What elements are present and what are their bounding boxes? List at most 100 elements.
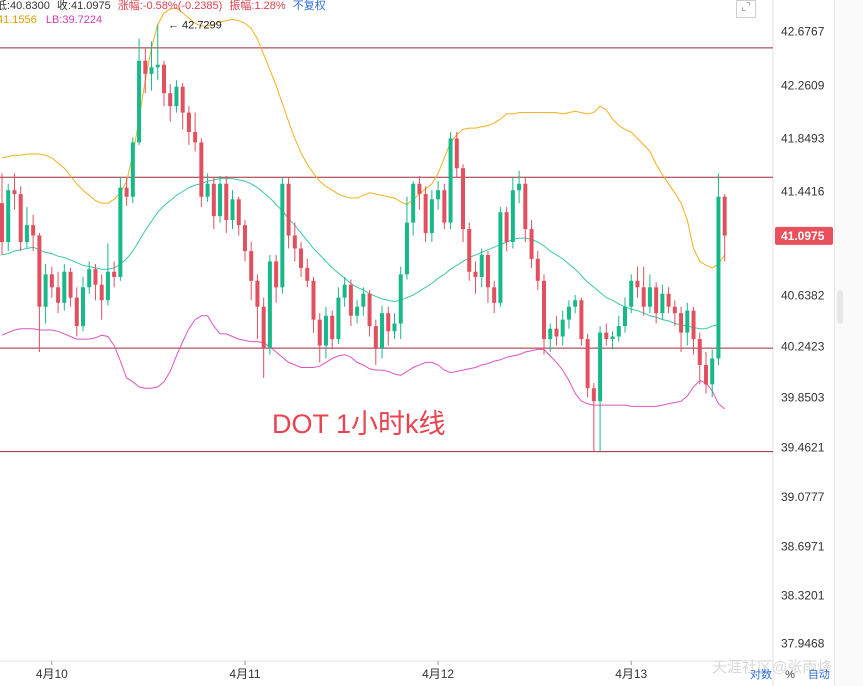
candle-body: [672, 306, 677, 314]
bollinger-line-lower-band: [1, 315, 726, 410]
candle-up: [598, 326, 603, 452]
percent-scale-button[interactable]: %: [785, 669, 795, 681]
candle-down: [373, 319, 378, 365]
candle-body: [155, 64, 160, 68]
x-tick-label: 4月10: [36, 667, 68, 681]
candle-body: [504, 212, 509, 242]
amplitude-value: 振幅:1.28%: [229, 0, 286, 12]
candle-body: [654, 287, 659, 314]
bollinger-mid-value: 41.1556: [0, 14, 37, 26]
candle-body: [473, 271, 478, 277]
candle-body: [373, 326, 378, 349]
candle-body: [255, 280, 260, 307]
candle-up: [566, 300, 571, 329]
candle-body: [641, 287, 646, 307]
candle-up: [218, 176, 223, 223]
candle-down: [56, 271, 61, 314]
candle-body: [93, 269, 98, 285]
candle-body: [317, 319, 322, 346]
candle-body: [305, 267, 310, 281]
right-scroll-gutter[interactable]: [834, 0, 863, 686]
scrollbar-thumb[interactable]: [837, 290, 843, 324]
candle-body: [411, 183, 416, 223]
candle-up: [716, 173, 721, 365]
y-tick-label: 42.6767: [781, 24, 825, 38]
candle-body: [635, 280, 640, 288]
bollinger-lower-value: LB:39.7224: [45, 14, 103, 26]
candle-down: [523, 177, 528, 242]
candle-up: [392, 313, 397, 340]
candle-down: [492, 280, 497, 314]
log-scale-button[interactable]: 对数: [750, 669, 772, 681]
candle-up: [280, 177, 285, 294]
candle-body: [118, 187, 123, 277]
candle-down: [292, 222, 297, 262]
candle-up: [498, 207, 503, 307]
candle-body: [679, 313, 684, 333]
candle-down: [211, 177, 216, 230]
candle-down: [467, 222, 472, 281]
candle-body: [380, 313, 385, 349]
candle-body: [186, 112, 191, 132]
x-tick-label: 4月11: [229, 667, 260, 681]
candle-up: [336, 287, 341, 345]
expand-icon[interactable]: ⌞⌝: [736, 0, 756, 18]
candle-body: [267, 261, 272, 349]
y-tick-label: 39.0777: [781, 490, 825, 504]
candle-down: [504, 207, 509, 252]
candle-up: [323, 306, 328, 359]
candle-body: [548, 328, 553, 340]
candle-body: [398, 274, 403, 324]
candle-body: [703, 364, 708, 385]
candle-body: [174, 86, 179, 107]
candle-body: [143, 60, 148, 74]
candle-body: [292, 235, 297, 249]
candle-body: [112, 271, 117, 277]
candle-up: [6, 183, 11, 252]
candle-up: [479, 248, 484, 288]
candle-down: [74, 287, 79, 337]
y-tick-label: 37.9468: [781, 637, 825, 651]
restore-toggle-link[interactable]: 不复权: [292, 0, 326, 12]
candle-body: [261, 306, 266, 349]
candle-up: [380, 305, 385, 359]
candle-body: [161, 64, 166, 94]
bollinger-line-upper-band: [1, 7, 726, 269]
candle-body: [6, 190, 11, 242]
candle-down: [161, 60, 166, 107]
candle-body: [517, 183, 522, 191]
candle-body: [205, 183, 210, 197]
candle-up: [267, 254, 272, 355]
candle-body: [168, 93, 173, 107]
candle-up: [398, 266, 403, 340]
candle-body: [74, 297, 79, 327]
candle-down: [112, 261, 117, 288]
chart-annotation-title: DOT 1小时k线: [272, 409, 446, 439]
candle-up: [573, 295, 578, 314]
candle-down: [255, 274, 260, 340]
candle-body: [461, 168, 466, 230]
auto-scale-button[interactable]: 自动: [807, 669, 830, 681]
candle-down: [193, 112, 198, 152]
candle-down: [249, 242, 254, 301]
candle-down: [49, 266, 54, 298]
candle-body: [535, 258, 540, 281]
candle-body: [554, 328, 559, 337]
candle-body: [591, 388, 596, 402]
candle-body: [31, 225, 36, 236]
bollinger-readout: 41.1556 LB:39.7224: [0, 14, 102, 26]
candle-up: [43, 264, 48, 324]
candle-body: [629, 280, 634, 307]
candle-down: [124, 177, 129, 206]
candle-body: [193, 132, 198, 143]
candle-body: [124, 187, 129, 197]
candle-body: [710, 358, 715, 385]
candle-body: [585, 339, 590, 389]
candle-down: [604, 323, 609, 346]
x-tick-label: 4月13: [615, 667, 647, 681]
candle-body: [274, 261, 279, 288]
candle-body: [211, 183, 216, 217]
candle-down: [672, 300, 677, 327]
candle-body: [105, 271, 110, 301]
candle-body: [604, 332, 609, 340]
